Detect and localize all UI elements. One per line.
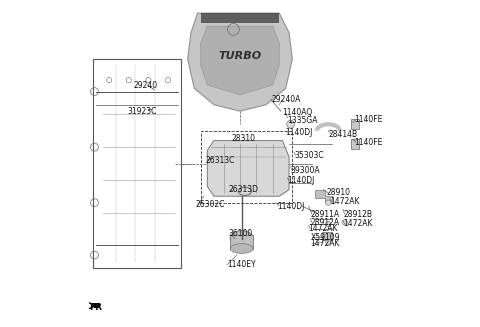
Text: 39300A: 39300A [291, 166, 320, 175]
Polygon shape [201, 26, 279, 95]
Bar [201, 131, 292, 203]
Circle shape [325, 200, 331, 205]
Text: 1140FE: 1140FE [354, 115, 382, 124]
Text: 1140DJ: 1140DJ [285, 128, 312, 137]
Text: 1140AQ: 1140AQ [282, 108, 312, 117]
Polygon shape [315, 190, 332, 203]
Text: 26313C: 26313C [205, 156, 235, 165]
Text: X59109: X59109 [310, 232, 340, 242]
Text: 1140FE: 1140FE [354, 138, 382, 147]
Text: 1472AK: 1472AK [343, 219, 372, 229]
Text: 29240: 29240 [134, 80, 158, 90]
Text: 31923C: 31923C [127, 107, 156, 116]
Circle shape [287, 120, 295, 128]
Text: 36100: 36100 [228, 229, 253, 238]
Text: 1140DJ: 1140DJ [288, 176, 315, 185]
Text: 28912B: 28912B [343, 210, 372, 219]
Polygon shape [207, 141, 289, 196]
Text: 1472AK: 1472AK [330, 197, 360, 206]
Text: 1472AK: 1472AK [310, 239, 340, 248]
Text: 28910: 28910 [327, 188, 351, 198]
Polygon shape [201, 13, 279, 23]
Text: 35303C: 35303C [294, 151, 324, 160]
Ellipse shape [230, 244, 253, 253]
Text: FR: FR [90, 303, 103, 312]
Text: 29240A: 29240A [271, 95, 300, 104]
Polygon shape [95, 303, 100, 308]
Text: 26313D: 26313D [228, 185, 259, 194]
Text: 1140DJ: 1140DJ [277, 201, 305, 211]
Text: 28911A: 28911A [310, 210, 339, 219]
Text: TURBO: TURBO [218, 51, 262, 60]
Bar [351, 119, 360, 129]
Text: 1335GA: 1335GA [288, 116, 318, 126]
Text: 28310: 28310 [232, 134, 256, 144]
Ellipse shape [230, 231, 253, 247]
Polygon shape [188, 13, 292, 111]
Text: 1472AK: 1472AK [309, 224, 338, 233]
Text: 26302C: 26302C [196, 200, 225, 209]
Circle shape [342, 220, 347, 225]
Circle shape [325, 221, 331, 227]
Text: 28912A: 28912A [310, 218, 339, 227]
Bar [230, 235, 253, 249]
Bar [351, 139, 360, 149]
Text: 28414B: 28414B [328, 129, 358, 139]
Circle shape [325, 239, 331, 245]
Text: 1140EY: 1140EY [227, 260, 255, 269]
Bar [322, 232, 332, 240]
